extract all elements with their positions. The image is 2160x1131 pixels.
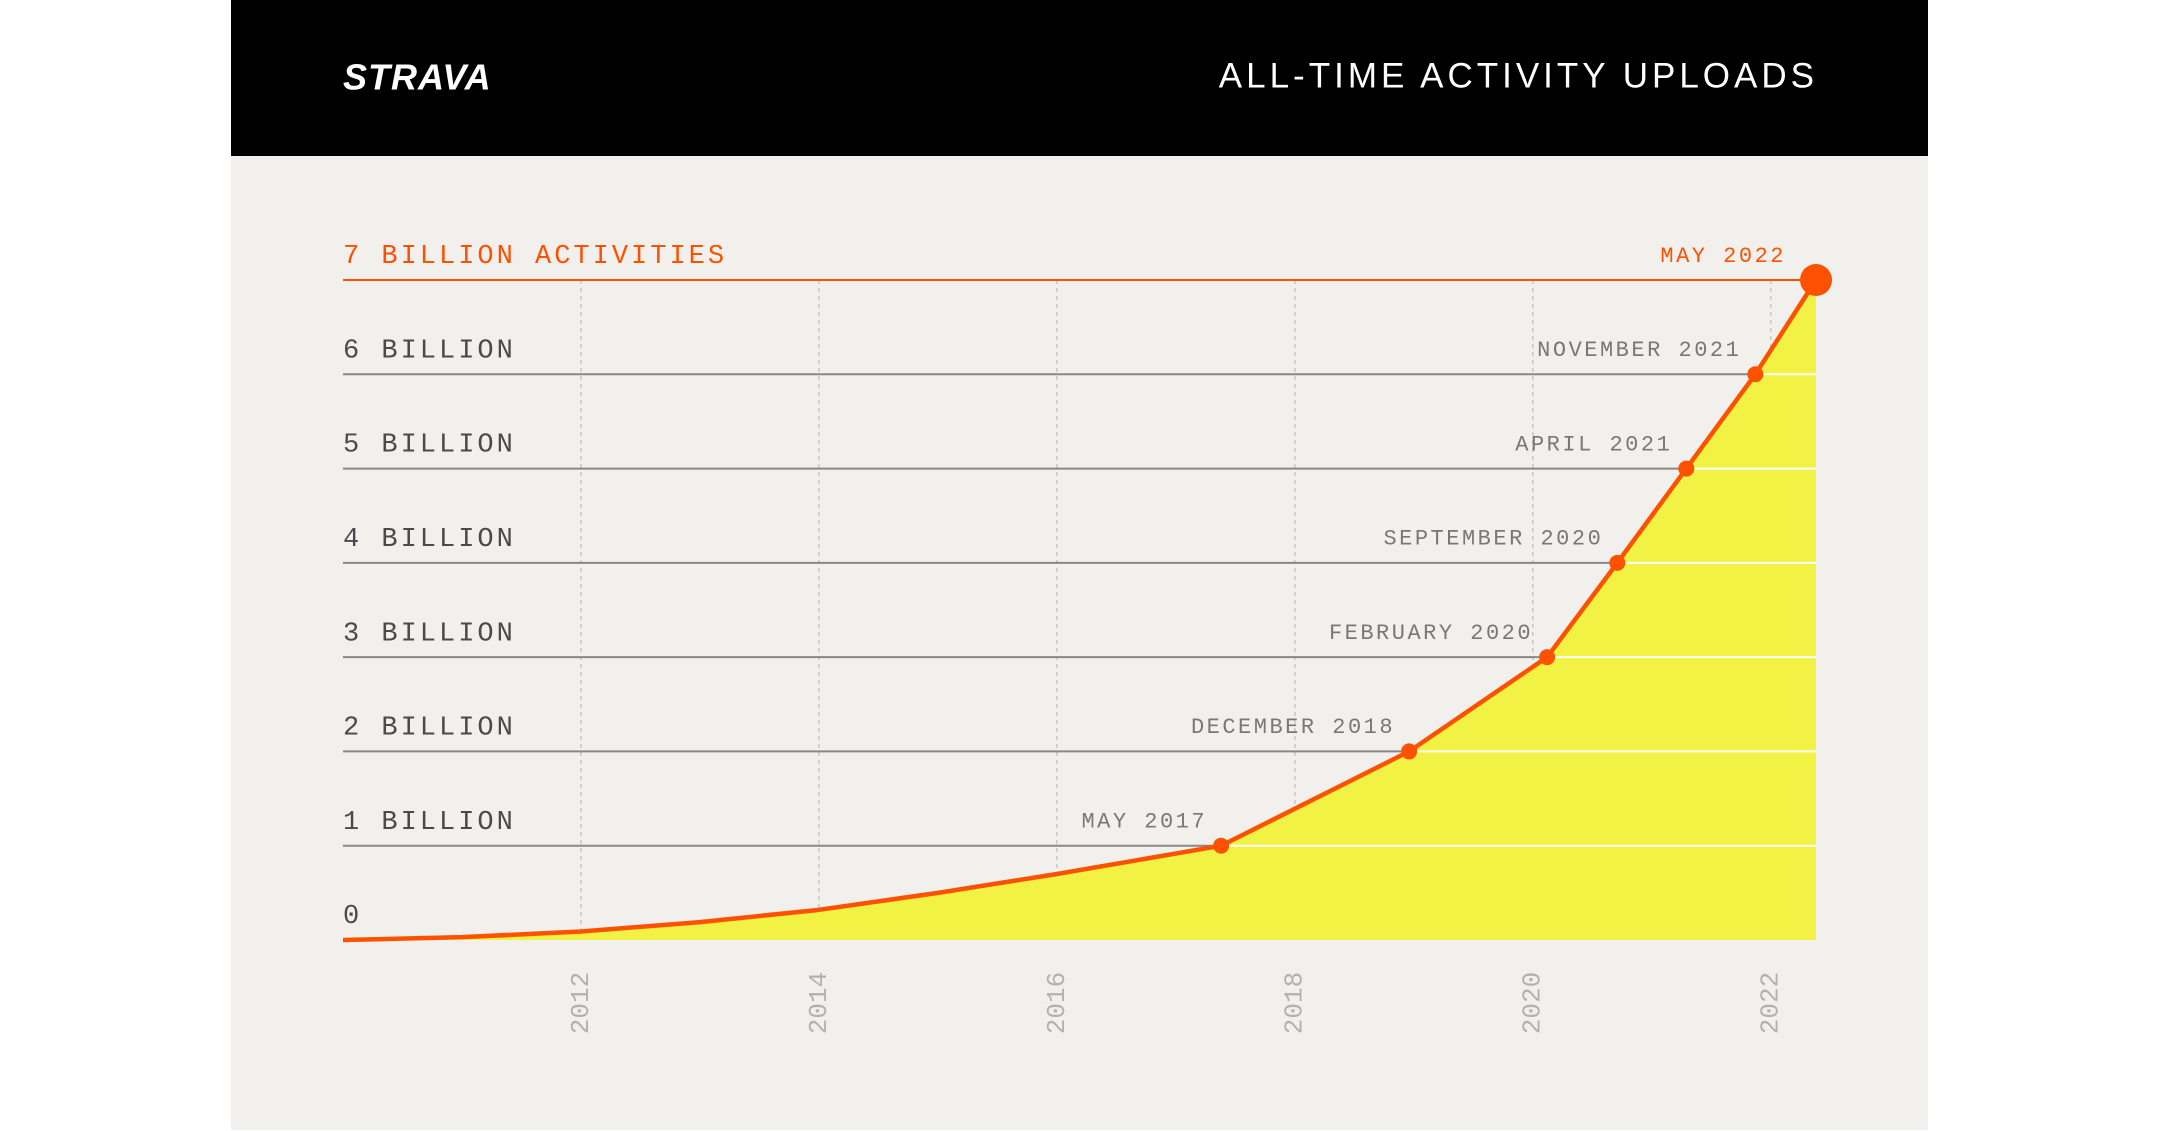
line	[342, 278, 1818, 943]
milestone-label: SEPTEMBER 2020	[1383, 527, 1603, 552]
x-tick-label: 2020	[1518, 972, 1548, 1034]
y-tick-label: 0	[343, 902, 362, 932]
plot: 2012 2014 2016 2018 2020 2022 0 1 BILLION 2 BILL…	[342, 242, 1832, 1034]
milestone-label: NOVEMBER 2021	[1537, 338, 1741, 363]
milestone-label: FEBRUARY 2020	[1329, 621, 1533, 646]
brand-logo: STRAVA	[343, 57, 492, 98]
milestone-label: APRIL 2021	[1515, 432, 1672, 457]
milestone-dot	[1747, 366, 1764, 383]
y-tick-label: 3 BILLION	[343, 619, 516, 649]
y-tick-label: 5 BILLION	[343, 431, 516, 461]
milestone-dot	[1609, 554, 1626, 571]
y-tick-label: 4 BILLION	[343, 525, 516, 555]
milestone-dot	[1800, 264, 1832, 296]
x-tick-label: 2012	[566, 972, 596, 1034]
area	[343, 280, 1816, 940]
chart-title: ALL-TIME ACTIVITY UPLOADS	[1219, 56, 1818, 95]
y-tick-label: 2 BILLION	[343, 714, 516, 744]
milestone-label: DECEMBER 2018	[1191, 715, 1395, 740]
milestone-label: MAY 2022	[1660, 244, 1786, 269]
milestone-dot	[1539, 649, 1556, 666]
y-tick-label: 1 BILLION	[343, 808, 516, 838]
milestone-dot	[1401, 743, 1418, 760]
y-tick-label: 6 BILLION	[343, 336, 516, 366]
x-tick-label: 2014	[804, 972, 834, 1034]
header	[231, 0, 1928, 156]
y-tick-label: 7 BILLION ACTIVITIES	[343, 242, 727, 272]
x-tick-label: 2022	[1756, 972, 1786, 1034]
x-tick-label: 2018	[1280, 972, 1310, 1034]
milestone-label: MAY 2017	[1081, 810, 1207, 835]
x-tick-label: 2016	[1042, 972, 1072, 1034]
milestone-dot	[1678, 460, 1695, 477]
milestone-dot	[1213, 837, 1230, 854]
